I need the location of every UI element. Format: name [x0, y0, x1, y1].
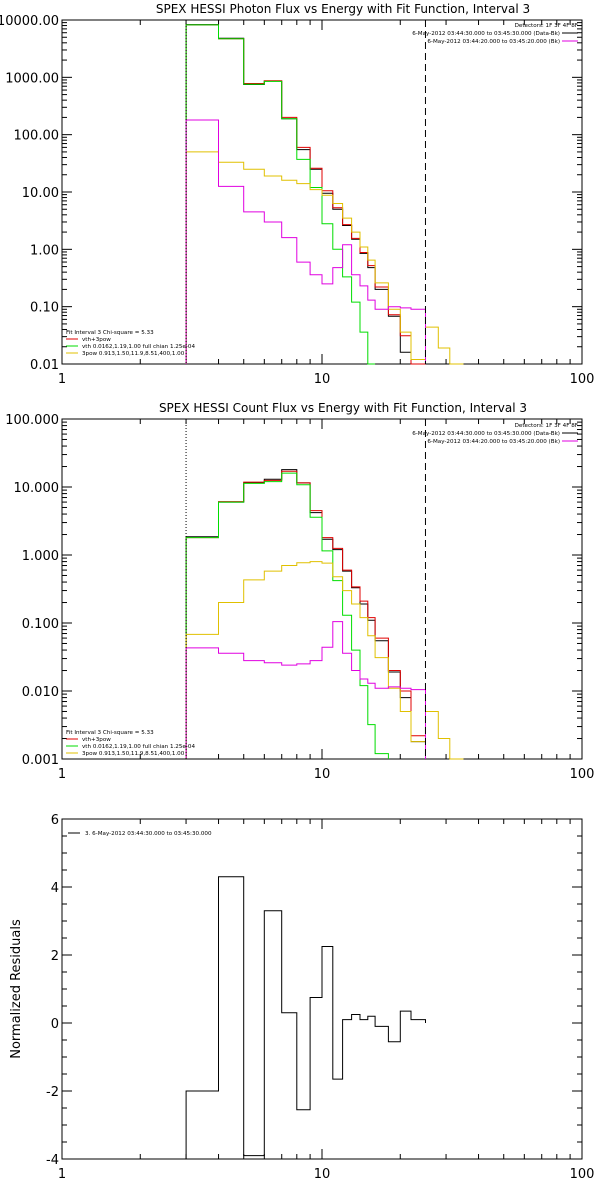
y-tick-label: 0: [51, 1017, 59, 1032]
y-tick-label: -4: [46, 1153, 59, 1168]
x-tick-label: 1: [58, 372, 66, 387]
y-tick-label: 6: [51, 813, 59, 828]
chart-title: SPEX HESSI Photon Flux vs Energy with Fi…: [156, 2, 530, 16]
photon-flux-panel: SPEX HESSI Photon Flux vs Energy with Fi…: [0, 2, 594, 387]
series-line-bkg: [185, 621, 426, 759]
detectors-text: Detectors: 1F 3F 4F 8F: [515, 23, 578, 29]
residual-legend-label: 3. 6-May-2012 03:44:30.000 to 03:45:30.0…: [85, 831, 212, 837]
bk-interval-text: 6-May-2012 03:44:20.000 to 03:45:20.000 …: [427, 439, 560, 445]
bk-interval-text: 6-May-2012 03:44:20.000 to 03:45:20.000 …: [427, 39, 560, 45]
x-tick-label: 100: [570, 372, 595, 387]
legend-entry-vth: vth 0.0162,1.19,1.00 full chian 1.25e-04: [82, 744, 195, 750]
detector-info: Detectors: 1F 3F 4F 8F 6-May-2012 03:44:…: [412, 23, 578, 45]
legend-entry-vth3pow: vth+3pow: [82, 337, 111, 343]
data-interval-text: 6-May-2012 03:44:30.000 to 03:45:30.000 …: [412, 31, 560, 37]
fit-legend-header: Fit Interval 3 Chi-square = 5.33: [66, 730, 154, 736]
y-tick-label: 1000.00: [5, 71, 59, 86]
y-tick-label: 0.01: [30, 358, 59, 373]
y-tick-label: 4: [51, 881, 59, 896]
series-line-3-6-may-2012-03-44-30-00: [185, 876, 426, 1159]
legend-entry-3pow: 3pow 0.913,1.50,11.9,8.51,400,1.00: [82, 351, 185, 357]
series-line-vth-0-0162-1-19-1-00-ful: [185, 24, 376, 365]
series-line-bkg: [185, 119, 426, 364]
y-tick-label: 10.00: [22, 186, 59, 201]
fit-legend: Fit Interval 3 Chi-square = 5.33 vth+3po…: [66, 730, 195, 757]
series-line-vth-3pow: [185, 470, 426, 759]
y-tick-label: 1.00: [30, 243, 59, 258]
y-tick-label: -2: [46, 1085, 59, 1100]
fit-legend-header: Fit Interval 3 Chi-square = 5.33: [66, 330, 154, 336]
y-tick-label: 1.000: [22, 549, 59, 564]
series-line-vth-0-0162-1-19-1-00-ful: [185, 472, 389, 759]
y-tick-label: 0.010: [22, 685, 59, 700]
series-line-3pow-0-913-1-50-11-9-8-5: [185, 561, 464, 760]
series-line-data: [185, 469, 426, 759]
series-line-vth-3pow: [185, 24, 426, 365]
detector-info: Detectors: 1F 3F 4F 8F 6-May-2012 03:44:…: [412, 423, 578, 445]
x-tick-label: 10: [314, 767, 331, 782]
detectors-text: Detectors: 1F 3F 4F 8F: [515, 423, 578, 429]
residuals-panel: Normalized Residuals 1 10 100 -4 -2 0 2 4 6 3. 6…: [9, 813, 594, 1182]
y-tick-label: 0.100: [22, 617, 59, 632]
fit-legend: Fit Interval 3 Chi-square = 5.33 vth+3po…: [66, 330, 195, 357]
y-tick-label: 2: [51, 949, 59, 964]
y-tick-label: 100.00: [14, 129, 60, 144]
y-tick-label: 10.000: [14, 481, 60, 496]
y-tick-label: 0.001: [22, 753, 59, 768]
chart-title: SPEX HESSI Count Flux vs Energy with Fit…: [159, 401, 527, 415]
x-tick-label: 10: [314, 372, 331, 387]
legend-entry-vth3pow: vth+3pow: [82, 737, 111, 743]
x-tick-label: 10: [314, 1167, 331, 1182]
y-tick-label: 10000.00: [0, 14, 59, 29]
data-interval-text: 6-May-2012 03:44:30.000 to 03:45:30.000 …: [412, 431, 560, 437]
plot-frame: [61, 418, 583, 760]
x-tick-label: 1: [58, 767, 66, 782]
x-tick-label: 1: [58, 1167, 66, 1182]
residual-legend: 3. 6-May-2012 03:44:30.000 to 03:45:30.0…: [68, 831, 212, 837]
y-axis-label: Normalized Residuals: [9, 919, 24, 1059]
y-tick-label: 100.000: [5, 413, 59, 428]
x-tick-label: 100: [570, 767, 595, 782]
legend-entry-vth: vth 0.0162,1.19,1.00 full chian 1.25e-04: [82, 344, 195, 350]
count-flux-panel: SPEX HESSI Count Flux vs Energy with Fit…: [5, 401, 594, 782]
legend-entry-3pow: 3pow 0.913,1.50,11.9,8.51,400,1.00: [82, 751, 185, 757]
series-line-data: [185, 24, 426, 365]
x-tick-label: 100: [570, 1167, 595, 1182]
y-tick-label: 0.10: [30, 301, 59, 316]
series-line-3pow-0-913-1-50-11-9-8-5: [185, 151, 464, 365]
